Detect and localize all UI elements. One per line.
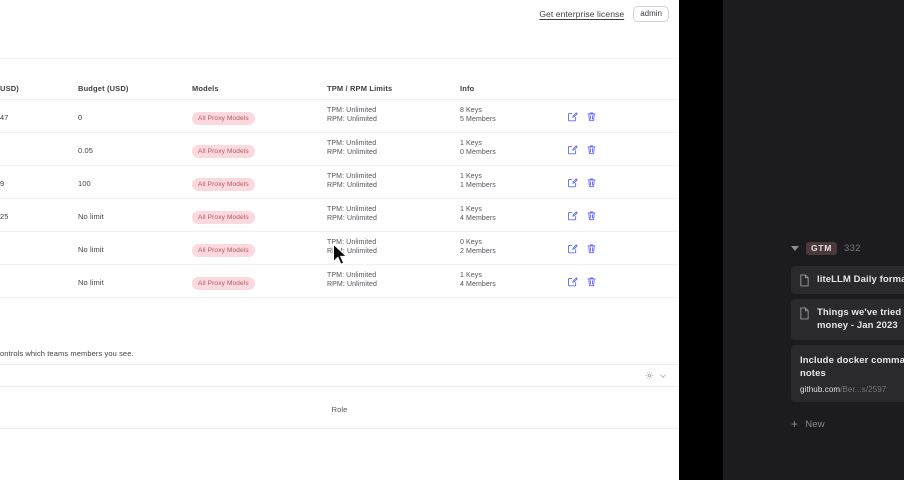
document-icon xyxy=(799,274,810,287)
delete-icon[interactable] xyxy=(586,276,597,287)
edit-icon[interactable] xyxy=(567,276,578,287)
cell-rpm: RPM: Unlimited xyxy=(327,248,378,255)
get-enterprise-license-link[interactable]: Get enterprise license xyxy=(539,9,625,19)
divider-top xyxy=(0,58,679,59)
gear-icon[interactable] xyxy=(645,371,654,380)
cell-budget: 100 xyxy=(78,179,91,188)
models-badge: All Proxy Models xyxy=(192,211,255,224)
cell-rpm: RPM: Unlimited xyxy=(327,149,378,156)
plus-icon: + xyxy=(791,417,799,431)
page-topbar: Get enterprise license admin xyxy=(0,0,679,28)
column-header-models: Models xyxy=(192,84,219,93)
table-row[interactable]: No limit All Proxy Models TPM: Unlimited RP… xyxy=(0,265,679,298)
edit-icon[interactable] xyxy=(567,243,578,254)
cell-members: 2 Members xyxy=(460,248,496,255)
teams-table: USD) Budget (USD) Models TPM / RPM Limit… xyxy=(0,78,679,298)
cell-spend: 47 xyxy=(0,113,9,122)
table-row[interactable]: 0.05 All Proxy Models TPM: Unlimited RPM: U… xyxy=(0,133,679,166)
delete-icon[interactable] xyxy=(586,111,597,122)
cell-keys: 0 Keys xyxy=(460,239,482,247)
cell-tpm: TPM: Unlimited xyxy=(327,206,377,214)
group-count: 332 xyxy=(843,242,861,254)
cell-budget: No limit xyxy=(78,212,104,221)
delete-icon[interactable] xyxy=(586,243,597,254)
cell-budget: 0 xyxy=(78,113,83,122)
cell-rpm: RPM: Unlimited xyxy=(327,182,378,189)
table-row[interactable]: No limit All Proxy Models TPM: Unlimited RP… xyxy=(0,232,679,265)
cell-spend: 25 xyxy=(0,212,9,221)
table-controls-row xyxy=(0,364,679,387)
note-card-title: liteLLM Daily forma xyxy=(817,274,904,285)
cell-budget: No limit xyxy=(78,278,104,287)
cell-tpm: TPM: Unlimited xyxy=(327,140,377,148)
models-badge: All Proxy Models xyxy=(192,112,255,125)
delete-icon[interactable] xyxy=(586,177,597,188)
models-badge: All Proxy Models xyxy=(192,244,255,257)
note-card[interactable]: liteLLM Daily forma xyxy=(791,266,904,294)
cell-tpm: TPM: Unlimited xyxy=(327,107,377,115)
cell-keys: 1 Keys xyxy=(460,140,482,148)
notes-group-header[interactable]: GTM 332 xyxy=(791,242,861,255)
table-row[interactable]: 25 No limit All Proxy Models TPM: Unlimited… xyxy=(0,199,679,232)
edit-icon[interactable] xyxy=(567,210,578,221)
cell-members: 4 Members xyxy=(460,281,496,288)
delete-icon[interactable] xyxy=(586,144,597,155)
cell-keys: 1 Keys xyxy=(460,173,482,181)
cell-rpm: RPM: Unlimited xyxy=(327,281,378,288)
cell-rpm: RPM: Unlimited xyxy=(327,215,378,222)
cell-tpm: TPM: Unlimited xyxy=(327,173,377,181)
role-column-header: Role xyxy=(331,405,348,414)
caret-down-icon[interactable] xyxy=(791,245,799,251)
models-badge: All Proxy Models xyxy=(192,178,255,191)
url-host: github.com xyxy=(800,384,841,394)
cell-members: 4 Members xyxy=(460,215,496,222)
delete-icon[interactable] xyxy=(586,210,597,221)
edit-icon[interactable] xyxy=(567,111,578,122)
admin-user-chip[interactable]: admin xyxy=(633,6,669,22)
edit-icon[interactable] xyxy=(567,177,578,188)
chevron-down-icon[interactable] xyxy=(659,372,667,380)
table-header-row: USD) Budget (USD) Models TPM / RPM Limit… xyxy=(0,78,679,100)
column-header-budget: Budget (USD) xyxy=(78,84,129,93)
new-note-label: New xyxy=(805,418,825,430)
edit-icon[interactable] xyxy=(567,144,578,155)
teams-visibility-hint: ontrols which teams members you see. xyxy=(0,349,134,358)
cell-members: 5 Members xyxy=(460,116,496,123)
cell-keys: 1 Keys xyxy=(460,272,482,280)
group-tag-badge[interactable]: GTM xyxy=(806,242,837,255)
cell-tpm: TPM: Unlimited xyxy=(327,272,377,280)
url-path: /Ber...s/2597 xyxy=(840,384,887,394)
cell-members: 1 Members xyxy=(460,182,496,189)
note-card-title: Things we've tried money - Jan 2023 xyxy=(817,307,902,332)
new-note-button[interactable]: + New xyxy=(791,418,825,430)
models-badge: All Proxy Models xyxy=(192,145,255,158)
cell-members: 0 Members xyxy=(460,149,496,156)
note-link-card-url[interactable]: github.com/Ber...s/2597 xyxy=(800,385,886,394)
column-header-spend: USD) xyxy=(0,84,19,93)
cell-keys: 8 Keys xyxy=(460,107,482,115)
models-badge: All Proxy Models xyxy=(192,277,255,290)
note-link-card-title: Include docker comma notes xyxy=(800,354,904,380)
table-row[interactable]: 9 100 All Proxy Models TPM: Unlimited RPM: U… xyxy=(0,166,679,199)
cell-spend: 9 xyxy=(0,179,5,188)
browser-viewport: Get enterprise license admin USD) Budget… xyxy=(0,0,679,480)
notes-card-list: liteLLM Daily forma Things we've tried m… xyxy=(791,266,904,407)
black-gutter xyxy=(679,0,723,480)
cell-rpm: RPM: Unlimited xyxy=(327,116,378,123)
table-row[interactable]: 47 0 All Proxy Models TPM: Unlimited RPM: Un… xyxy=(0,100,679,133)
role-table-divider xyxy=(0,428,679,429)
notes-panel: GTM 332 liteLLM Daily forma Things we' xyxy=(723,0,904,480)
column-header-limits: TPM / RPM Limits xyxy=(327,84,393,93)
document-icon xyxy=(799,307,810,320)
cell-keys: 1 Keys xyxy=(460,206,482,214)
column-header-info: Info xyxy=(460,84,475,93)
cell-budget: 0.05 xyxy=(78,146,93,155)
table-body: 47 0 All Proxy Models TPM: Unlimited RPM: Un… xyxy=(0,100,679,298)
note-card[interactable]: Things we've tried money - Jan 2023 xyxy=(791,299,904,340)
note-link-card[interactable]: Include docker comma notes github.com/Be… xyxy=(791,344,904,402)
cell-budget: No limit xyxy=(78,245,104,254)
cell-tpm: TPM: Unlimited xyxy=(327,239,377,247)
